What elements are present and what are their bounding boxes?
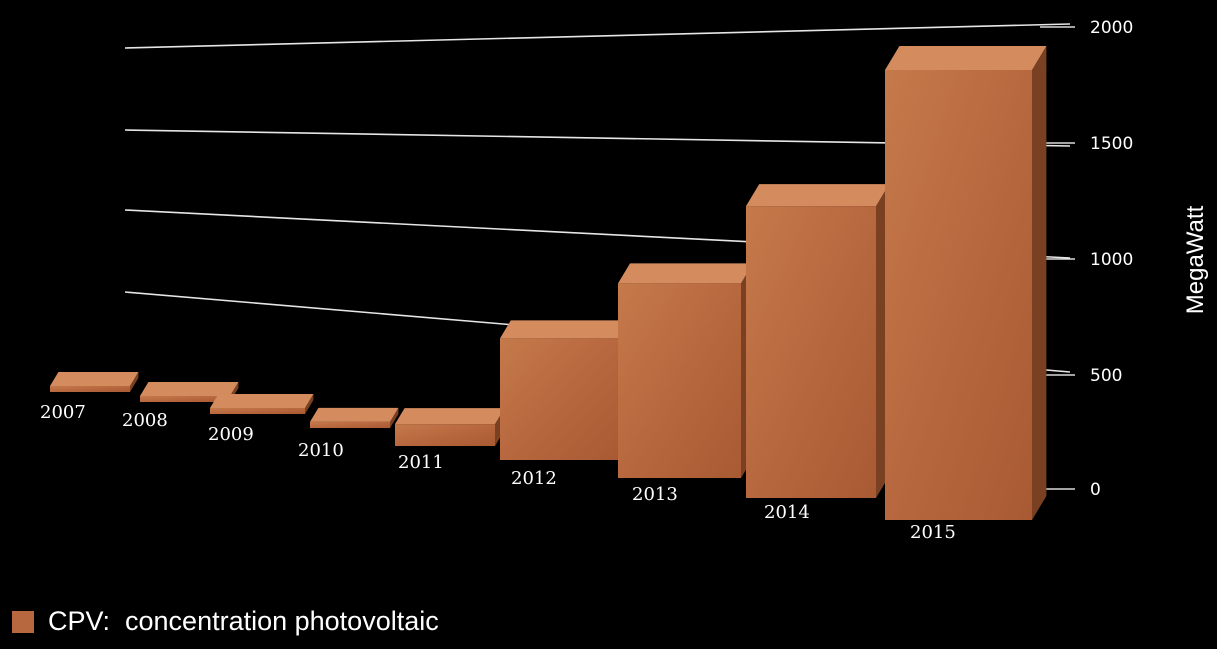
- bar-2011: [395, 424, 495, 446]
- x-tick-label: 2008: [122, 410, 168, 431]
- bar-2012: [500, 338, 618, 460]
- bar-2010: [310, 421, 390, 428]
- y-tick-label: 1500: [1090, 134, 1133, 154]
- bar-2015: [885, 70, 1032, 520]
- bar-top: [210, 394, 314, 408]
- legend: CPV: concentration photovoltaic: [12, 606, 439, 637]
- bar-2013: [618, 283, 741, 478]
- x-tick-label: 2007: [40, 402, 86, 423]
- bar-2009: [210, 408, 305, 414]
- bar-chart: 2000 1500 1000 500 0 2007 2008 2009 2010 2011 201…: [40, 18, 1209, 543]
- y-tick-label: 1000: [1090, 250, 1133, 270]
- legend-swatch: [12, 610, 34, 633]
- bar-top: [50, 372, 139, 386]
- bar-top: [746, 184, 890, 207]
- y-tick-label: 0: [1090, 480, 1101, 500]
- bar-top: [885, 46, 1047, 70]
- x-tick-label: 2010: [298, 440, 344, 461]
- bar-top: [618, 263, 753, 284]
- gridline: [124, 23, 1071, 49]
- x-tick-label: 2012: [511, 468, 557, 489]
- y-axis-label: MegaWatt: [1182, 205, 1209, 314]
- bar-top: [310, 407, 399, 422]
- bar-2008: [140, 396, 230, 402]
- y-tick-label: 500: [1090, 366, 1122, 386]
- bar-2014: [746, 206, 876, 499]
- x-tick-label: 2014: [764, 502, 810, 523]
- bar-top: [395, 408, 505, 425]
- bar-side: [305, 394, 314, 414]
- bar-top: [140, 382, 239, 396]
- x-tick-label: 2013: [632, 484, 678, 505]
- x-tick-label: 2011: [398, 452, 444, 473]
- bar-side: [130, 372, 139, 392]
- x-tick-label: 2009: [208, 424, 254, 445]
- y-tick-label: 2000: [1090, 18, 1133, 38]
- bar-2007: [50, 386, 130, 392]
- bar-top: [500, 320, 629, 339]
- x-tick-label: 2015: [910, 522, 956, 543]
- legend-label: CPV: concentration photovoltaic: [48, 606, 439, 636]
- bar-side: [1032, 46, 1047, 520]
- bar-side: [390, 407, 399, 428]
